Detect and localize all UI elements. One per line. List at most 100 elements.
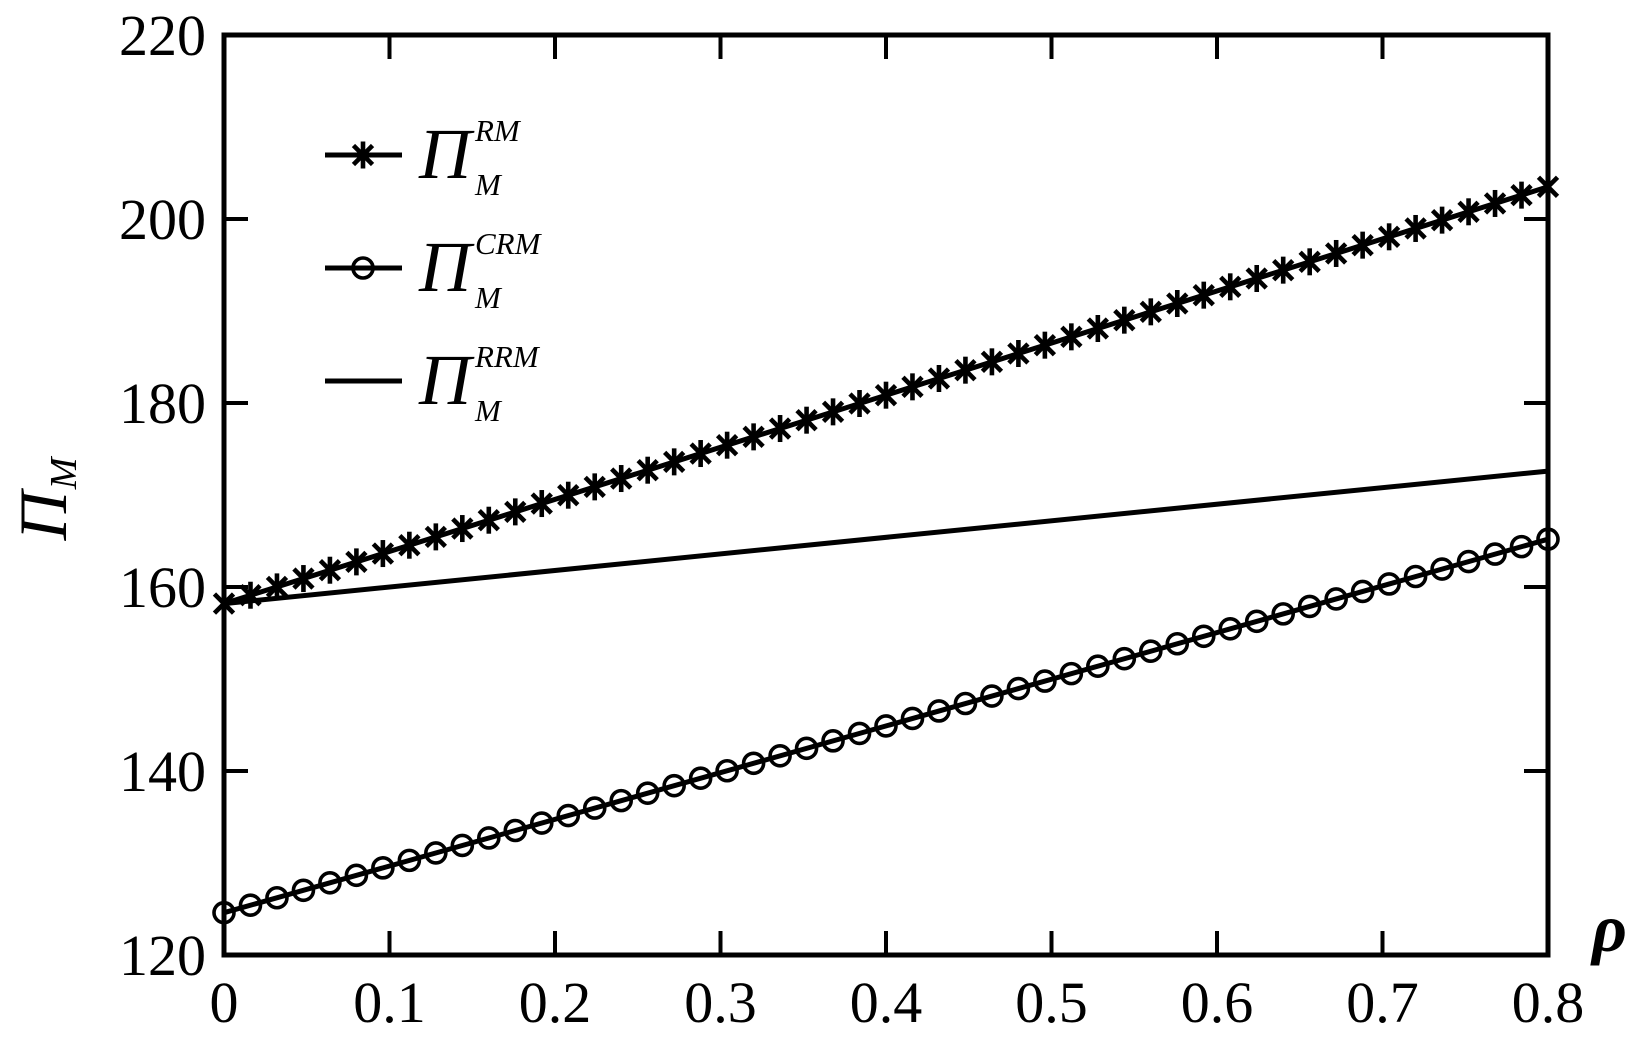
y-axis-label-subscript: M [43, 457, 85, 490]
legend-label-rrm: Π RRM M [419, 332, 539, 428]
asterisk-marker [1377, 223, 1401, 251]
asterisk-marker [1351, 231, 1374, 259]
circle-marker [351, 256, 375, 280]
x-tick-label: 0.6 [1181, 970, 1254, 1035]
circle-marker [1006, 676, 1031, 701]
circle-marker [1191, 624, 1216, 649]
circle-marker [927, 699, 951, 723]
asterisk-marker [583, 473, 606, 501]
asterisk-marker [1430, 206, 1454, 234]
asterisk-marker [1483, 189, 1507, 217]
asterisk-marker [742, 423, 765, 451]
legend-sample-svg [325, 256, 402, 280]
circle-marker [980, 684, 1004, 708]
circle-marker [1033, 669, 1057, 693]
y-tick-label: 140 [119, 739, 206, 804]
x-tick-label: 0.2 [519, 970, 592, 1035]
legend-label-rrm-base: Π [419, 340, 471, 420]
circle-marker [503, 818, 528, 843]
legend-sample-plain-line [325, 332, 403, 428]
x-tick-label: 0.4 [850, 970, 923, 1035]
circle-marker [238, 893, 263, 918]
legend-entry-rm: Π RM M [325, 106, 540, 202]
circle-marker [900, 706, 925, 731]
legend: Π RM M Π CRM M Π RRM [325, 106, 540, 428]
legend-label-rm: Π RM M [419, 106, 520, 202]
y-tick-label: 160 [119, 555, 206, 620]
circle-marker [1165, 631, 1190, 656]
y-tick-label: 180 [119, 371, 206, 436]
circle-marker [1086, 654, 1110, 678]
asterisk-marker [768, 415, 792, 443]
asterisk-marker [345, 548, 368, 576]
circle-marker [265, 885, 289, 910]
circle-marker [476, 826, 501, 850]
circle-marker [1430, 557, 1454, 581]
asterisk-marker [1324, 239, 1348, 267]
asterisk-marker [689, 440, 712, 468]
circle-marker [635, 781, 660, 805]
circle-marker [847, 721, 872, 746]
x-tick-label: 0.1 [353, 970, 426, 1035]
series-line-rrm [223, 468, 1549, 607]
asterisk-marker [1272, 256, 1295, 284]
circle-marker [1112, 646, 1137, 671]
asterisk-marker [1166, 289, 1189, 317]
asterisk-marker [424, 523, 448, 551]
circle-marker [556, 803, 581, 828]
series-rrm [223, 468, 1549, 607]
circle-marker [1509, 534, 1534, 559]
asterisk-marker [1457, 198, 1480, 226]
legend-label-crm-subscript: M [475, 280, 501, 315]
asterisk-marker [351, 141, 375, 169]
asterisk-marker [980, 348, 1004, 376]
asterisk-marker [292, 565, 315, 593]
x-axis-label: ρ [1592, 890, 1628, 966]
circle-marker [397, 848, 422, 873]
legend-label-rm-superscript: RM [475, 113, 520, 148]
asterisk-marker [398, 531, 421, 559]
circle-marker [1483, 542, 1507, 566]
circle-marker [1271, 602, 1295, 626]
asterisk-marker [1245, 264, 1268, 292]
asterisk-marker [1139, 298, 1162, 326]
circle-marker [794, 736, 819, 761]
circle-marker [450, 833, 475, 858]
series-crm [212, 527, 1560, 925]
circle-marker [662, 773, 686, 798]
asterisk-marker [662, 448, 686, 476]
asterisk-marker [795, 406, 818, 434]
circle-marker [318, 870, 342, 895]
legend-entry-rrm: Π RRM M [325, 332, 540, 428]
legend-label-crm: Π CRM M [419, 219, 540, 315]
asterisk-marker [1298, 248, 1321, 276]
asterisk-marker [530, 490, 553, 518]
circle-marker [688, 766, 713, 791]
circle-marker [1059, 661, 1084, 686]
asterisk-marker [504, 498, 527, 526]
asterisk-marker [610, 465, 633, 493]
series-line-crm [223, 536, 1549, 916]
legend-label-rrm-superscript: RRM [475, 339, 539, 374]
legend-sample-circle-line [325, 219, 403, 315]
asterisk-marker [874, 381, 898, 409]
y-axis-label-base: Π [5, 491, 81, 541]
circle-marker [371, 856, 395, 880]
asterisk-marker [318, 556, 342, 584]
x-tick-label: 0 [210, 970, 239, 1035]
asterisk-marker [1219, 273, 1242, 301]
circle-marker [1456, 549, 1481, 574]
y-tick-label: 120 [119, 923, 206, 988]
circle-marker [741, 751, 766, 776]
circle-marker [1244, 609, 1269, 634]
legend-entry-crm: Π CRM M [325, 219, 540, 315]
circle-marker [1324, 587, 1348, 611]
legend-label-rm-scripts: RM M [475, 115, 520, 201]
circle-marker [1218, 617, 1243, 641]
asterisk-marker [848, 390, 871, 418]
legend-label-rm-subscript: M [475, 167, 501, 202]
x-tick-label: 0.7 [1346, 970, 1419, 1035]
asterisk-marker [1033, 331, 1057, 359]
asterisk-marker [901, 373, 924, 401]
